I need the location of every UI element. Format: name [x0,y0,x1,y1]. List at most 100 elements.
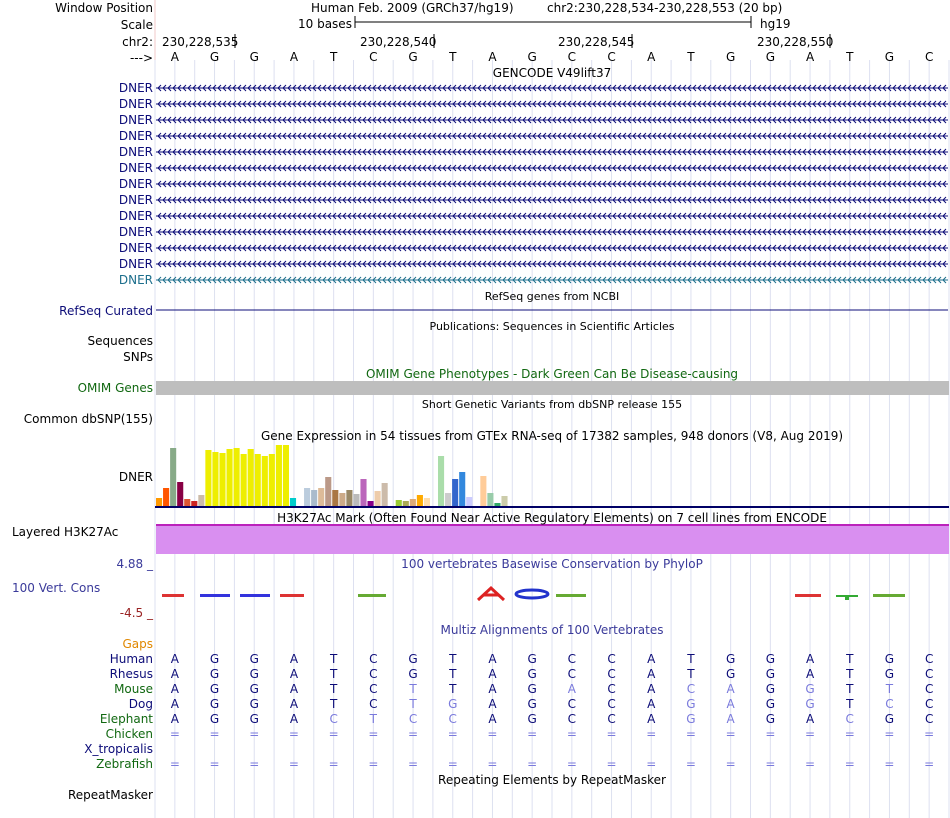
alignment-base: T [846,667,854,681]
alignment-base: C [607,682,616,696]
phylop-min-label: -4.5 _ [119,606,153,620]
gencode-transcript-label[interactable]: DNER [118,161,153,175]
gtex-bar [438,456,445,506]
alignment-base: = [765,727,776,741]
repeatmasker-label[interactable]: RepeatMasker [67,788,153,802]
gencode-transcript-label[interactable]: DNER [118,241,153,255]
sequence-base: G [725,50,736,64]
alignment-base: C [845,712,854,726]
strand-arrows [157,196,947,204]
gtex-bar [325,477,332,506]
publications-sequences-label[interactable]: Sequences [87,334,153,348]
gtex-bar [480,476,487,506]
alignment-base: G [527,682,537,696]
gencode-transcript-label[interactable]: DNER [118,145,153,159]
phylop-logo-g [514,588,550,600]
gencode-transcript-label[interactable]: DNER [118,97,153,111]
species-label[interactable]: Zebrafish [96,757,153,771]
alignment-base: = [805,727,816,741]
publications-track-title[interactable]: Publications: Sequences in Scientific Ar… [429,320,675,333]
sequence-base: A [647,50,656,64]
alignment-base: A [170,697,179,711]
alignment-base: A [170,712,179,726]
publications-snps-label[interactable]: SNPs [123,350,153,364]
alignment-base: T [846,682,854,696]
gtex-bar [247,449,254,506]
alignment-base: = [249,757,260,771]
alignment-base: = [288,757,299,771]
alignment-base: T [409,697,417,711]
alignment-base: G [527,652,537,666]
gtex-bar [346,490,353,506]
gtex-bar [494,503,501,506]
gencode-transcript-label[interactable]: DNER [118,129,153,143]
alignment-base: C [369,667,378,681]
omim-label[interactable]: OMIM Genes [77,381,153,395]
multiz-track-title[interactable]: Multiz Alignments of 100 Vertebrates [440,623,664,637]
species-label[interactable]: Chicken [105,727,153,741]
alignment-base: G [249,652,259,666]
alignment-base: A [726,712,735,726]
species-label[interactable]: Elephant [99,712,153,726]
omim-track-title[interactable]: OMIM Gene Phenotypes - Dark Green Can Be… [365,367,739,381]
sequence-base: T [329,50,338,64]
gencode-transcript-label[interactable]: DNER [118,257,153,271]
phylop-track-title[interactable]: 100 vertebrates Basewise Conservation by… [401,557,703,571]
species-label[interactable]: Human [109,652,153,666]
alignment-base: = [685,727,696,741]
alignment-base: = [249,727,260,741]
alignment-base: A [647,667,656,681]
h3k27ac-track-title[interactable]: H3K27Ac Mark (Often Found Near Active Re… [277,511,827,525]
gencode-transcript-label[interactable]: DNER [118,177,153,191]
alignment-base: C [448,712,457,726]
gtex-bar [212,452,219,506]
gtex-bar [445,493,452,506]
alignment-base: G [725,667,736,681]
phylop-label[interactable]: 100 Vert. Cons [12,581,101,595]
species-label[interactable]: Rhesus [109,667,153,681]
window-position[interactable]: chr2:230,228,534-230,228,553 (20 bp) [547,1,783,15]
gtex-label[interactable]: DNER [118,470,153,484]
gencode-transcript-label[interactable]: DNER [118,81,153,95]
dbsnp-label[interactable]: Common dbSNP(155) [23,412,153,426]
gencode-transcript-label[interactable]: DNER [118,113,153,127]
species-label[interactable]: Dog [128,697,153,711]
phylop-mark [795,594,821,597]
gencode-transcript-label[interactable]: DNER [118,193,153,207]
gtex-track-title[interactable]: Gene Expression in 54 tissues from GTEx … [260,429,844,443]
refseq-track-title[interactable]: RefSeq genes from NCBI [484,290,620,303]
alignment-base: = [527,727,538,741]
gtex-bar [233,448,240,506]
gtex-bar [459,472,466,506]
alignment-base: = [646,757,657,771]
sequence-base: A [170,50,179,64]
repeatmasker-track-title[interactable]: Repeating Elements by RepeatMasker [438,773,666,787]
alignment-base: = [884,757,895,771]
h3k27ac-label[interactable]: Layered H3K27Ac [12,525,119,539]
alignment-base: = [169,757,180,771]
gtex-bar [275,445,282,506]
sequence-base: G [765,50,775,64]
gencode-transcript-label[interactable]: DNER [118,209,153,223]
gencode-track-title[interactable]: GENCODE V49lift37 [492,66,612,80]
strand-arrows [157,260,947,268]
strand-arrows [157,180,947,188]
phylop-mark [358,594,386,597]
refseq-label[interactable]: RefSeq Curated [59,304,153,318]
gencode-transcript-label[interactable]: DNER [118,273,153,287]
alignment-base: A [289,682,299,696]
alignment-base: G [765,712,775,726]
sequence-base: G [209,50,220,64]
gencode-transcript-label[interactable]: DNER [118,225,153,239]
sequence-base: A [289,50,299,64]
species-label[interactable]: Mouse [114,682,153,696]
alignment-base: C [607,712,616,726]
alignment-base: = [924,727,935,741]
alignment-base: = [408,727,419,741]
gtex-bar [268,454,275,506]
alignment-base: A [488,652,497,666]
alignment-base: = [328,757,339,771]
alignment-base: A [805,712,815,726]
species-label[interactable]: X_tropicalis [84,742,153,756]
dbsnp-track-title[interactable]: Short Genetic Variants from dbSNP releas… [421,398,683,411]
